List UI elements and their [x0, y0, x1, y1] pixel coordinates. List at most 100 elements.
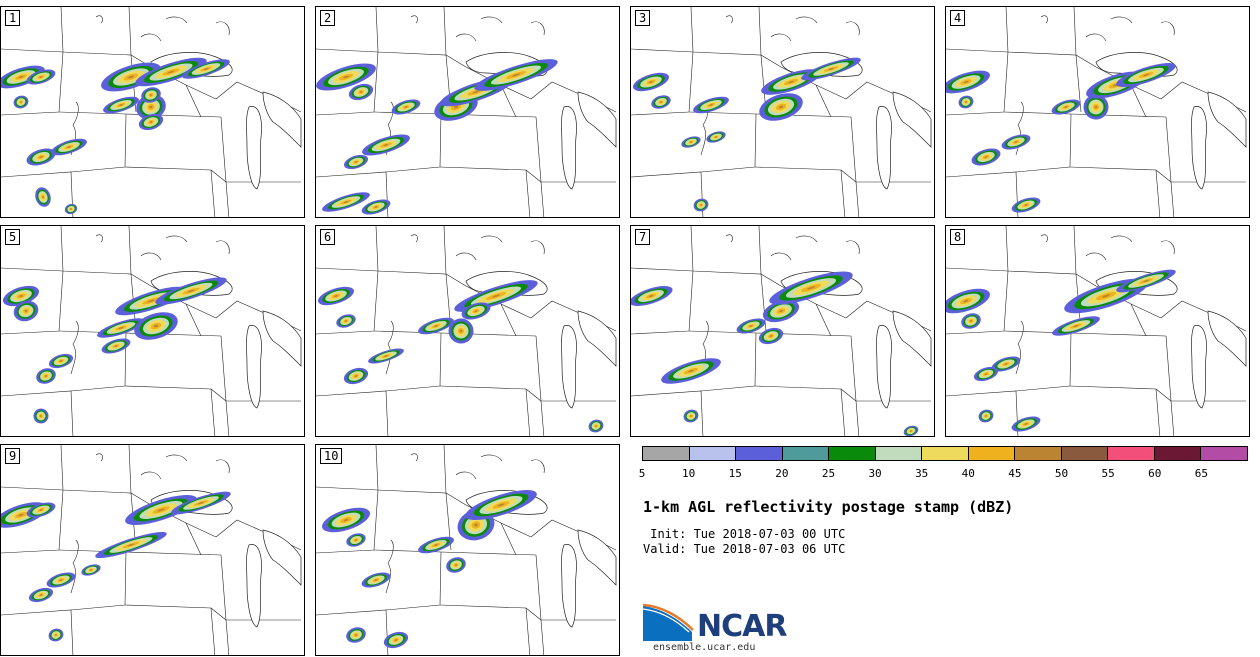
- reflectivity-echo: [1064, 106, 1068, 108]
- colorbar-tick-label: 35: [915, 467, 929, 480]
- great-lake: [262, 310, 302, 367]
- colorbar-segment: [1061, 447, 1109, 460]
- reflectivity-echo: [19, 295, 23, 297]
- colorbar-segment: [643, 447, 690, 460]
- stamp-panel-4: 4: [945, 6, 1250, 218]
- reflectivity-echo: [39, 76, 43, 78]
- great-lake: [246, 106, 262, 190]
- colorbar-tick-label: 65: [1194, 467, 1208, 480]
- colorbar-tick-label: 55: [1101, 467, 1115, 480]
- reflectivity-echo: [374, 206, 378, 208]
- reflectivity-echo: [334, 295, 338, 297]
- reflectivity-echo: [688, 369, 694, 373]
- stamp-panel-9: 9: [0, 444, 305, 656]
- reflectivity-echo: [59, 360, 63, 362]
- colorbar-tick-label: 40: [961, 467, 975, 480]
- stamp-panel-6: 6: [315, 225, 620, 437]
- valid-time: Valid: Tue 2018-07-03 06 UTC: [643, 542, 846, 556]
- panel-number: 6: [320, 229, 336, 245]
- colorbar-tick-label: 45: [1008, 467, 1022, 480]
- reflectivity-echo: [157, 508, 165, 512]
- state-boundaries: [1, 445, 302, 655]
- great-lake: [577, 529, 617, 586]
- radar-echoes: [1, 491, 231, 642]
- colorbar-segment: [689, 447, 737, 460]
- panel-number: 9: [5, 448, 21, 464]
- stamp-panel-10: 10: [315, 444, 620, 656]
- reflectivity-echo: [45, 375, 47, 377]
- colorbar-tick-label: 5: [638, 467, 646, 480]
- reflectivity-echo: [167, 70, 175, 74]
- reflectivity-echo: [497, 503, 505, 507]
- radar-echoes: [318, 280, 604, 433]
- reflectivity-echo: [648, 294, 654, 298]
- reflectivity-echo: [715, 136, 717, 138]
- reflectivity-echo: [39, 156, 43, 158]
- colorbar-tick-label: 15: [728, 467, 742, 480]
- reflectivity-echo: [434, 544, 438, 546]
- reflectivity-echo: [354, 161, 358, 163]
- reflectivity-echo: [1143, 279, 1149, 283]
- reflectivity-echo: [153, 324, 159, 328]
- reflectivity-echo: [709, 104, 713, 106]
- radar-echoes: [1, 57, 230, 215]
- stamp-panel-5: 5: [0, 225, 305, 437]
- great-lake: [262, 529, 302, 586]
- reflectivity-echo: [779, 309, 783, 313]
- reflectivity-echo: [963, 80, 969, 84]
- panel-number: 10: [320, 448, 343, 464]
- panel-number: 7: [635, 229, 651, 245]
- reflectivity-echo: [18, 75, 24, 79]
- reflectivity-echo: [40, 415, 42, 417]
- radar-echoes: [946, 62, 1176, 213]
- great-lake: [1207, 91, 1247, 148]
- plot-title: 1-km AGL reflectivity postage stamp (dBZ…: [643, 498, 1014, 516]
- reflectivity-echo: [147, 299, 155, 303]
- reflectivity-echo: [198, 501, 204, 505]
- reflectivity-echo: [1024, 423, 1028, 425]
- radar-echoes: [316, 59, 558, 215]
- ncar-logo-icon: [642, 603, 694, 641]
- reflectivity-echo: [472, 90, 480, 94]
- reflectivity-echo: [1004, 363, 1008, 365]
- radar-echoes: [946, 269, 1176, 432]
- reflectivity-echo: [354, 375, 358, 377]
- colorbar-segment: [1201, 447, 1247, 460]
- reflectivity-echo: [39, 594, 43, 596]
- great-lake: [577, 91, 617, 148]
- reflectivity-echo: [434, 325, 438, 327]
- reflectivity-echo: [355, 634, 357, 636]
- reflectivity-echo: [491, 294, 501, 298]
- reflectivity-echo: [474, 523, 478, 527]
- reflectivity-echo: [1143, 73, 1149, 77]
- reflectivity-echo: [119, 104, 123, 106]
- colorbar-segment: [736, 447, 783, 460]
- reflectivity-echo: [700, 204, 702, 206]
- colorbar-tick-label: 30: [868, 467, 882, 480]
- reflectivity-echo: [984, 156, 988, 158]
- reflectivity-echo: [806, 286, 816, 290]
- great-lake: [892, 310, 932, 367]
- stamp-panel-7: 7: [630, 225, 935, 437]
- state-boundaries: [316, 445, 617, 655]
- panel-number: 3: [635, 10, 651, 26]
- great-lake: [1207, 310, 1247, 367]
- stamp-panel-1: 1: [0, 6, 305, 218]
- reflectivity-echo: [203, 67, 209, 71]
- reflectivity-echo: [1024, 204, 1028, 206]
- reflectivity-echo: [127, 543, 135, 547]
- state-boundaries: [946, 226, 1247, 436]
- reflectivity-echo: [187, 289, 195, 293]
- init-time: Init: Tue 2018-07-03 00 UTC: [643, 527, 846, 541]
- great-lake: [561, 544, 577, 628]
- great-lake: [561, 106, 577, 190]
- colorbar-segment: [1015, 447, 1062, 460]
- reflectivity-echo: [649, 81, 653, 83]
- reflectivity-echo: [90, 569, 92, 571]
- reflectivity-echo: [150, 94, 152, 96]
- reflectivity-echo: [20, 101, 22, 103]
- radar-echoes: [633, 57, 861, 212]
- reflectivity-echo: [769, 335, 773, 337]
- reflectivity-echo: [59, 579, 63, 581]
- radar-echoes: [322, 490, 537, 649]
